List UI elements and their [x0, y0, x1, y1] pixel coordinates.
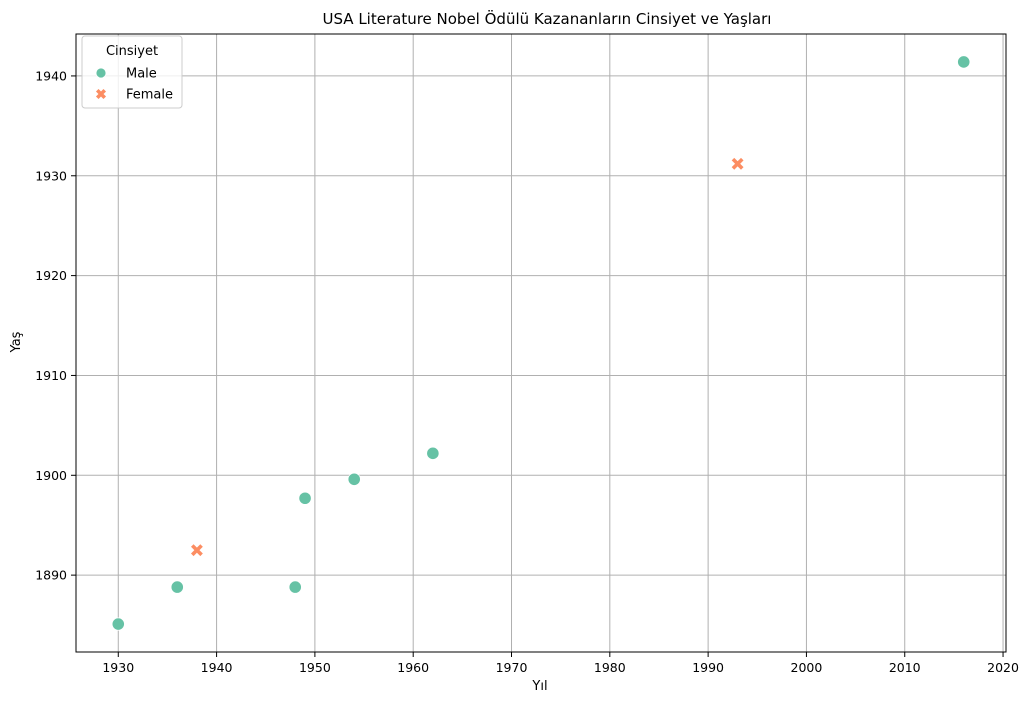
plot-frame — [75, 33, 1007, 653]
data-point-male — [288, 580, 302, 594]
legend-frame — [81, 35, 183, 109]
legend-label-female: Female — [126, 88, 173, 103]
x-tick-label: 1940 — [201, 660, 233, 675]
x-tick-label: 1960 — [397, 660, 429, 675]
y-tick-label: 1930 — [35, 168, 67, 183]
data-point-male — [426, 446, 440, 460]
y-tick-label: 1940 — [35, 68, 67, 83]
axes — [75, 33, 1007, 653]
y-axis-ticks: 1890 1900 1910 1920 1930 1940 — [35, 68, 76, 583]
chart-title: USA Literature Nobel Ödülü Kazananların … — [323, 9, 772, 28]
x-tick-label: 1990 — [692, 660, 724, 675]
legend-marker-female — [95, 88, 107, 100]
y-tick-label: 1920 — [35, 268, 67, 283]
data-point-female — [190, 544, 203, 557]
legend-title: Cinsiyet — [106, 44, 158, 59]
data-point-male — [957, 55, 971, 69]
x-tick-label: 2010 — [889, 660, 921, 675]
data-point-male — [111, 617, 125, 631]
y-tick-label: 1900 — [35, 468, 67, 483]
data-points — [111, 55, 971, 631]
x-tick-label: 1930 — [102, 660, 134, 675]
legend: Cinsiyet Male Female — [81, 35, 183, 109]
x-tick-label: 1970 — [496, 660, 528, 675]
x-tick-label: 1950 — [299, 660, 331, 675]
data-point-female — [731, 157, 744, 170]
x-axis-ticks: 1930 1940 1950 1960 1970 1980 1990 2000 2010 2020 — [102, 652, 1019, 675]
grid — [76, 34, 1006, 652]
x-tick-label: 1980 — [594, 660, 626, 675]
y-axis-label: Yaş — [9, 331, 24, 353]
x-tick-label: 2020 — [987, 660, 1019, 675]
y-tick-label: 1890 — [35, 568, 67, 583]
x-axis-label: Yıl — [531, 679, 547, 694]
data-point-male — [298, 491, 312, 505]
legend-label-male: Male — [126, 67, 157, 82]
data-point-male — [347, 472, 361, 486]
legend-marker-male — [95, 67, 107, 79]
x-tick-label: 2000 — [791, 660, 823, 675]
y-tick-label: 1910 — [35, 368, 67, 383]
data-point-male — [170, 580, 184, 594]
